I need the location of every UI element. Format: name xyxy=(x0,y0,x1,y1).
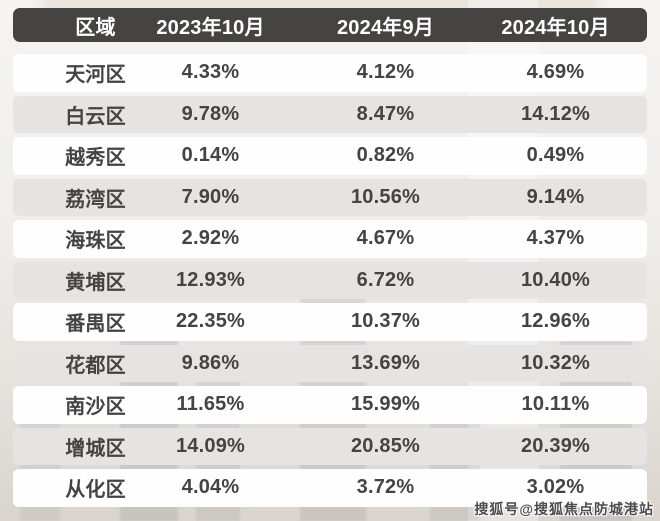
value-cell: 9.86% xyxy=(181,351,240,374)
table-row: 增城区 14.09% 20.85% 20.39% xyxy=(13,427,647,465)
watermark: 搜狐号@搜狐焦点防城港站 xyxy=(474,501,654,517)
column-header-2024-09: 2024年9月 xyxy=(336,16,434,39)
district-cell: 荔湾区 xyxy=(65,188,126,211)
value-cell: 22.35% xyxy=(175,310,246,333)
district-cell: 花都区 xyxy=(65,354,126,377)
table-row: 天河区 4.33% 4.12% 4.69% xyxy=(13,54,647,92)
value-cell: 0.82% xyxy=(356,144,415,167)
district-cell: 越秀区 xyxy=(65,147,126,170)
value-cell: 3.02% xyxy=(526,476,585,499)
district-cell: 从化区 xyxy=(65,479,126,502)
value-cell: 0.14% xyxy=(181,144,240,167)
table-header-row: 区域 2023年10月 2024年9月 2024年10月 xyxy=(13,8,647,42)
table-row: 越秀区 0.14% 0.82% 0.49% xyxy=(13,137,647,175)
table-body: 天河区 4.33% 4.12% 4.69% 白云区 9.78% 8.47% 14.12% 越秀区… xyxy=(13,54,647,507)
value-cell: 10.37% xyxy=(350,310,421,333)
value-cell: 11.65% xyxy=(176,393,245,416)
district-cell: 天河区 xyxy=(65,64,126,87)
value-cell: 10.56% xyxy=(350,185,421,208)
table-row: 白云区 9.78% 8.47% 14.12% xyxy=(13,95,647,133)
value-cell: 14.09% xyxy=(175,434,246,457)
value-cell: 10.11% xyxy=(521,393,590,416)
table-row: 番禺区 22.35% 10.37% 12.96% xyxy=(13,303,647,341)
table-row: 海珠区 2.92% 4.67% 4.37% xyxy=(13,220,647,258)
value-cell: 4.67% xyxy=(356,227,415,250)
value-cell: 0.49% xyxy=(526,144,585,167)
value-cell: 6.72% xyxy=(356,268,415,291)
value-cell: 20.85% xyxy=(350,434,421,457)
value-cell: 4.04% xyxy=(181,476,240,499)
district-cell: 南沙区 xyxy=(65,396,126,419)
value-cell: 9.78% xyxy=(181,102,240,125)
column-header-2023-10: 2023年10月 xyxy=(156,16,265,39)
table-row: 从化区 4.04% 3.72% 3.02% xyxy=(13,469,647,507)
district-cell: 增城区 xyxy=(65,437,126,460)
district-cell: 番禺区 xyxy=(65,313,126,336)
value-cell: 10.32% xyxy=(520,351,591,374)
value-cell: 20.39% xyxy=(520,434,591,457)
district-cell: 黄埔区 xyxy=(65,271,126,294)
value-cell: 4.69% xyxy=(526,61,585,84)
table-row: 黄埔区 12.93% 6.72% 10.40% xyxy=(13,261,647,299)
value-cell: 4.33% xyxy=(181,61,240,84)
table-row: 南沙区 11.65% 15.99% 10.11% xyxy=(13,386,647,424)
value-cell: 10.40% xyxy=(520,268,591,291)
value-cell: 9.14% xyxy=(526,185,585,208)
value-cell: 13.69% xyxy=(350,351,421,374)
district-rate-table: 区域 2023年10月 2024年9月 2024年10月 天河区 4.33% 4.1… xyxy=(13,8,647,507)
value-cell: 7.90% xyxy=(181,185,240,208)
value-cell: 4.37% xyxy=(526,227,585,250)
district-cell: 白云区 xyxy=(65,105,126,128)
value-cell: 12.93% xyxy=(175,268,246,291)
value-cell: 4.12% xyxy=(356,61,415,84)
value-cell: 8.47% xyxy=(356,102,415,125)
value-cell: 12.96% xyxy=(520,310,591,333)
table-row: 花都区 9.86% 13.69% 10.32% xyxy=(13,344,647,382)
column-header-2024-10: 2024年10月 xyxy=(501,16,610,39)
value-cell: 15.99% xyxy=(350,393,421,416)
column-header-district: 区域 xyxy=(75,16,116,39)
value-cell: 2.92% xyxy=(181,227,240,250)
value-cell: 3.72% xyxy=(356,476,415,499)
table-row: 荔湾区 7.90% 10.56% 9.14% xyxy=(13,178,647,216)
district-cell: 海珠区 xyxy=(65,230,126,253)
value-cell: 14.12% xyxy=(520,102,591,125)
